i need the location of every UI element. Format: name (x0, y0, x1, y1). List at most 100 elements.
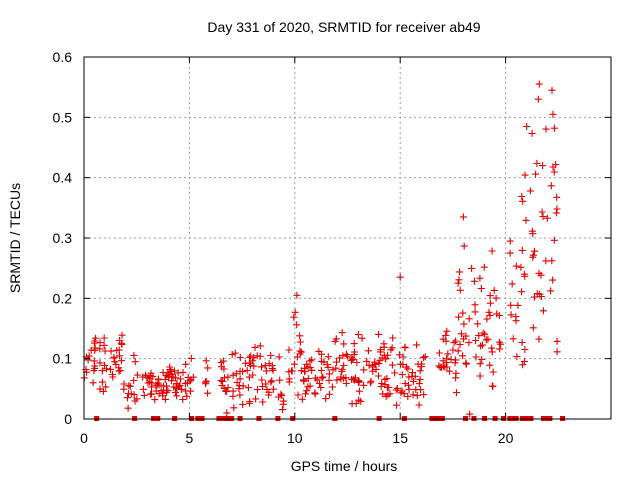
data-point (386, 390, 394, 398)
data-point (366, 379, 374, 387)
data-point (465, 339, 473, 347)
data-point (514, 301, 522, 309)
data-point (517, 263, 525, 271)
data-point (232, 370, 240, 378)
data-point (285, 346, 293, 354)
data-point (481, 330, 489, 338)
data-point (202, 377, 210, 385)
data-point (418, 360, 426, 368)
data-point (151, 396, 159, 404)
data-point (534, 95, 542, 103)
data-point (280, 397, 288, 405)
data-point (290, 360, 298, 368)
data-point (393, 385, 401, 392)
data-point (279, 406, 286, 414)
data-point (296, 332, 304, 340)
data-point (420, 354, 428, 362)
data-point (319, 373, 327, 381)
data-point (416, 367, 424, 375)
data-point (405, 373, 413, 381)
data-point (375, 360, 383, 368)
data-point (354, 377, 362, 385)
data-point (300, 376, 307, 384)
data-point (352, 399, 360, 407)
data-point (483, 315, 491, 323)
data-point (482, 336, 490, 344)
data-point (479, 341, 486, 349)
data-point (535, 80, 543, 88)
data-point (243, 366, 251, 374)
data-point (543, 214, 551, 222)
data-point (139, 385, 147, 393)
data-point (520, 270, 528, 278)
data-point (456, 341, 464, 348)
data-point (486, 299, 494, 307)
data-point (322, 395, 330, 403)
data-point (258, 376, 266, 384)
data-point (435, 349, 443, 357)
data-point (375, 372, 382, 380)
data-point (539, 307, 547, 315)
data-point (170, 383, 178, 391)
data-point (293, 291, 301, 299)
data-point (98, 378, 106, 386)
data-point (553, 337, 561, 345)
data-point (446, 367, 453, 375)
data-point (235, 385, 243, 393)
data-point (154, 375, 162, 383)
data-point (120, 380, 128, 388)
data-point (186, 377, 194, 385)
data-point (378, 354, 386, 362)
data-point (179, 396, 187, 403)
data-point (439, 357, 447, 365)
data-point (454, 347, 462, 355)
plot-frame (83, 56, 612, 420)
data-point (472, 353, 480, 361)
data-point (189, 373, 197, 381)
data-point (547, 287, 555, 295)
data-point (304, 363, 312, 371)
data-point (118, 331, 126, 339)
data-point (360, 366, 368, 374)
data-point (228, 351, 236, 358)
data-point (301, 365, 309, 372)
data-point (96, 339, 104, 347)
data-point (539, 162, 547, 170)
x-tick-label: 10 (287, 430, 303, 446)
data-point (518, 246, 526, 254)
data-point (460, 335, 468, 343)
data-point (521, 346, 529, 353)
data-point (452, 374, 460, 382)
chart-title: Day 331 of 2020, SRMTID for receiver ab4… (207, 19, 480, 35)
data-point (84, 356, 92, 364)
data-point (376, 348, 384, 356)
data-point (308, 356, 316, 364)
data-point (357, 397, 365, 405)
data-point (113, 346, 121, 354)
data-point (470, 277, 478, 285)
data-point (100, 334, 108, 342)
data-point (404, 393, 412, 400)
data-point (348, 354, 356, 362)
data-point (107, 347, 115, 355)
data-point (349, 356, 357, 363)
data-point (509, 335, 517, 343)
data-point (288, 367, 296, 375)
data-point (245, 373, 253, 381)
data-point (126, 382, 134, 390)
data-point (110, 354, 118, 362)
x-tick-label: 5 (186, 430, 194, 446)
data-point (530, 293, 538, 301)
data-point (285, 378, 293, 386)
data-point (261, 362, 269, 370)
data-point (246, 398, 254, 405)
data-point (296, 338, 304, 346)
data-point (412, 386, 420, 394)
data-point (389, 334, 397, 342)
data-point (472, 337, 480, 344)
data-point (538, 208, 546, 216)
data-point (536, 290, 544, 298)
data-point (529, 253, 537, 261)
data-point (259, 383, 266, 390)
data-point (518, 192, 526, 200)
